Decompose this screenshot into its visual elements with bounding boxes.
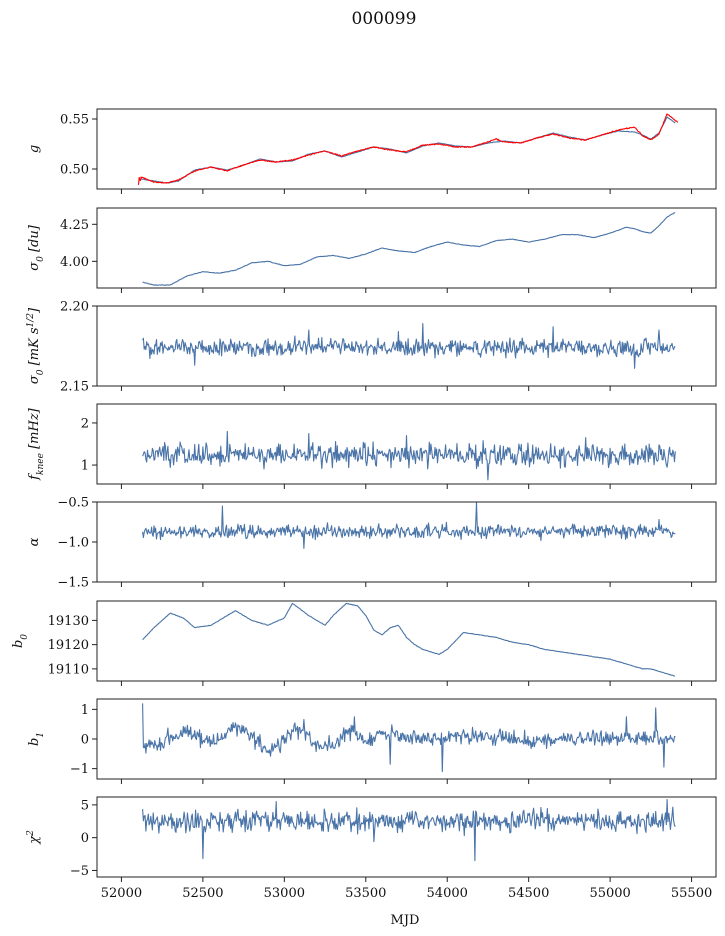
x-tick-label-54500: 54500 [508,886,549,901]
series-line-fknee-0 [142,430,676,481]
panel-frame-alpha [96,501,717,583]
y-tick-label-alpha-1: −1.0 [57,536,89,551]
y-tick-label-chi2-1: 0 [81,831,89,846]
series-line-b0-0 [142,602,676,677]
panel-fknee: 1 2 fknee [mHz] [27,403,717,489]
panel-frame-sigma0-mk [96,305,717,387]
x-tick-label-53000: 53000 [264,886,305,901]
panel-chi2: −5 0 5 χ2 52000 52500 53000 53500 54000 54500 5500… [26,796,717,901]
panel-frame-g [96,108,717,190]
y-tick-label-b0-0: 19110 [48,662,89,677]
y-tick-label-alpha-2: −0.5 [57,496,89,511]
y-tick-label-b1-1: 0 [81,733,89,748]
x-tick-label-55500: 55500 [671,886,712,901]
panel-b1: −1 0 1 b1 [27,698,717,784]
y-tick-label-sigma0-du-1: 4.25 [60,218,89,233]
series-line-g-1 [137,113,679,185]
y-tick-label-alpha-0: −1.5 [57,576,89,591]
panel-alpha: −1.5 −1.0 −0.5 α [27,496,717,591]
panel-frame-sigma0-du [96,207,717,289]
y-tick-label-fknee-0: 1 [81,459,89,474]
y-axis-label-g: g [27,145,42,153]
y-axis-label-alpha: α [27,537,42,546]
x-tick-label-54000: 54000 [427,886,468,901]
y-tick-label-b1-0: −1 [70,762,89,777]
y-tick-label-sigma0-du-0: 4.00 [60,255,89,270]
series-line-sigma0-mk-0 [142,323,676,369]
y-axis-label-b1: b1 [27,732,46,746]
y-axis-label-b0: b0 [11,634,30,648]
x-axis-label: MJD [391,913,420,928]
y-axis-label-fknee: fknee [mHz] [27,407,46,480]
panel-b0: 19110 19120 19130 b0 [11,600,717,686]
figure-title: 000099 [352,9,417,29]
panel-frame-fknee [96,403,717,485]
series-line-chi2-0 [142,799,676,862]
y-tick-label-fknee-1: 2 [81,416,89,431]
series-line-g-0 [141,116,676,184]
series-line-b1-0 [142,703,676,773]
series-line-alpha-0 [142,502,676,549]
panel-g: 0.50 0.55 g [27,108,717,194]
y-axis-label-chi2: χ2 [26,830,42,845]
panel-frame-b0 [96,600,717,682]
x-tick-label-53500: 53500 [345,886,386,901]
y-axis-label-sigma0-du: σ0 [du] [27,224,46,271]
y-tick-label-b0-2: 19130 [48,614,89,629]
panel-frame-chi2 [96,796,717,878]
series-line-sigma0-du-0 [142,212,676,286]
y-tick-label-b1-2: 1 [81,703,89,718]
y-tick-label-g-0: 0.50 [60,163,89,178]
panels: 0.50 0.55 g 4.00 4.25 σ0 [du] 2.15 2.20 σ0 [mK s… [11,108,717,901]
x-tick-label-52500: 52500 [182,886,223,901]
y-tick-label-g-1: 0.55 [60,113,89,128]
y-tick-label-chi2-0: −5 [70,864,89,879]
y-axis-label-sigma0-mk: σ0 [mK s1/2] [26,307,46,384]
panel-sigma0-mk: 2.15 2.20 σ0 [mK s1/2] [26,300,717,395]
y-tick-label-sigma0-mk-1: 2.20 [60,300,89,315]
panel-sigma0-du: 4.00 4.25 σ0 [du] [27,207,717,293]
x-tick-label-55000: 55000 [589,886,630,901]
y-tick-label-chi2-2: 5 [81,798,89,813]
y-tick-label-sigma0-mk-0: 2.15 [60,380,89,395]
x-tick-label-52000: 52000 [101,886,142,901]
y-tick-label-b0-1: 19120 [48,638,89,653]
